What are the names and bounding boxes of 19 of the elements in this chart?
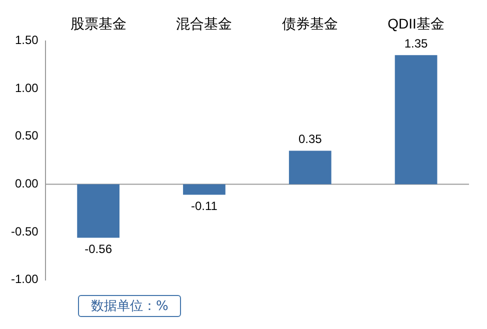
x-tick-label: 股票基金 xyxy=(70,15,126,32)
text: 数据单位：% xyxy=(78,295,182,317)
data-label: 0.35 xyxy=(298,132,322,146)
y-tick-label: 1.00 xyxy=(14,80,39,95)
x-tick-label: QDII基金 xyxy=(388,15,444,32)
x-tick-label: 混合基金 xyxy=(176,15,232,32)
bar xyxy=(394,55,438,184)
x-tick-label: 债券基金 xyxy=(282,15,338,32)
bar xyxy=(77,184,120,238)
bar xyxy=(288,150,332,184)
y-tick-label: 0.00 xyxy=(14,176,39,191)
data-label: -0.11 xyxy=(190,199,218,214)
y-tick-label: -1.00 xyxy=(10,272,39,286)
bar xyxy=(183,184,226,195)
y-tick-label: -0.50 xyxy=(10,224,39,238)
y-tick-label: 0.50 xyxy=(14,128,39,143)
data-label: 1.35 xyxy=(404,36,428,50)
y-tick-label: 1.50 xyxy=(14,33,39,48)
data-label: -0.56 xyxy=(84,242,112,256)
